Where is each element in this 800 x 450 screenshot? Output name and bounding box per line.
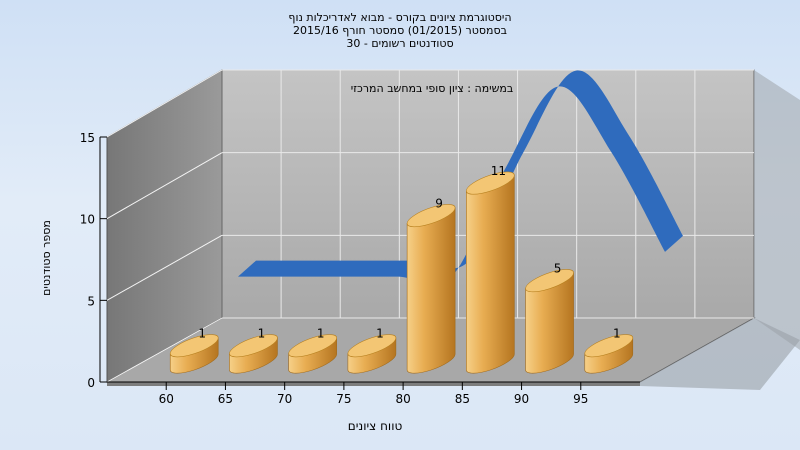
y-tick-label: 15 — [80, 131, 95, 145]
right-floor-wing — [640, 318, 800, 390]
chart-title-line-1: היסטוגרמת ציונים בקורס - מבוא לאדריכלות … — [288, 11, 511, 24]
x-tick-labels: 60 65 70 75 80 85 90 95 — [159, 392, 589, 406]
bar-top-cap — [525, 269, 574, 293]
y-tick-label: 10 — [80, 213, 95, 227]
bar-body — [406, 207, 456, 374]
x-tick-label: 70 — [277, 392, 292, 406]
x-tick-label: 65 — [218, 392, 233, 406]
bar-value-label: 1 — [258, 327, 266, 341]
bar-top-cap — [288, 334, 337, 358]
x-axis — [107, 381, 640, 390]
x-tick-label: 60 — [159, 392, 174, 406]
bar-value-label: 1 — [376, 327, 384, 341]
bar — [169, 334, 219, 374]
x-tick-label: 75 — [336, 392, 351, 406]
right-frame — [754, 70, 800, 350]
bar-top-cap — [406, 204, 456, 228]
bar — [347, 334, 397, 374]
bar — [525, 269, 574, 374]
chart-title-line-3: סטודנטים רשומים - 30 — [346, 37, 453, 50]
bars-group — [169, 171, 634, 374]
x-tick-label: 95 — [573, 392, 588, 406]
bar-top-cap — [466, 171, 515, 195]
bar-value-label: 1 — [317, 327, 325, 341]
y-axis-label: מספר סטודנטים — [40, 220, 53, 296]
bar-value-label: 11 — [491, 164, 506, 178]
gridline-side — [106, 317, 223, 383]
bar-value-label: 5 — [554, 262, 562, 276]
bar-body — [466, 174, 515, 374]
y-axis — [99, 136, 107, 383]
bar — [584, 334, 634, 374]
gridline-side — [106, 234, 223, 301]
chart-subtitle: במשימה : ציון סופי במחשב המרכזי — [351, 82, 514, 95]
x-tick-label: 85 — [455, 392, 470, 406]
bar-value-label: 1 — [613, 327, 621, 341]
gridline-side — [106, 69, 223, 138]
bar — [229, 334, 278, 374]
gridline-side — [106, 152, 223, 220]
y-tick-labels: 0 5 10 15 — [80, 131, 95, 390]
chart-title-line-2: בסמסטר (01/2015) סמסטר חורף 2015/16 — [293, 24, 507, 37]
bar — [406, 204, 456, 374]
bar-top-cap — [584, 334, 634, 358]
y-tick-label: 5 — [87, 294, 95, 308]
bar-value-label: 9 — [435, 197, 443, 211]
bar-top-cap — [229, 334, 278, 358]
bar-top-cap — [347, 334, 397, 358]
floor-front-edge — [107, 382, 640, 386]
bar-top-cap — [169, 334, 219, 358]
y-tick-label: 0 — [87, 376, 95, 390]
bar-value-label: 1 — [198, 327, 206, 341]
x-axis-label: טווח ציונים — [348, 419, 403, 433]
trend-curve — [238, 70, 683, 285]
bar-body — [525, 272, 574, 374]
bar — [288, 334, 337, 374]
x-tick-label: 90 — [514, 392, 529, 406]
x-tick-label: 80 — [395, 392, 410, 406]
bar — [466, 171, 515, 374]
